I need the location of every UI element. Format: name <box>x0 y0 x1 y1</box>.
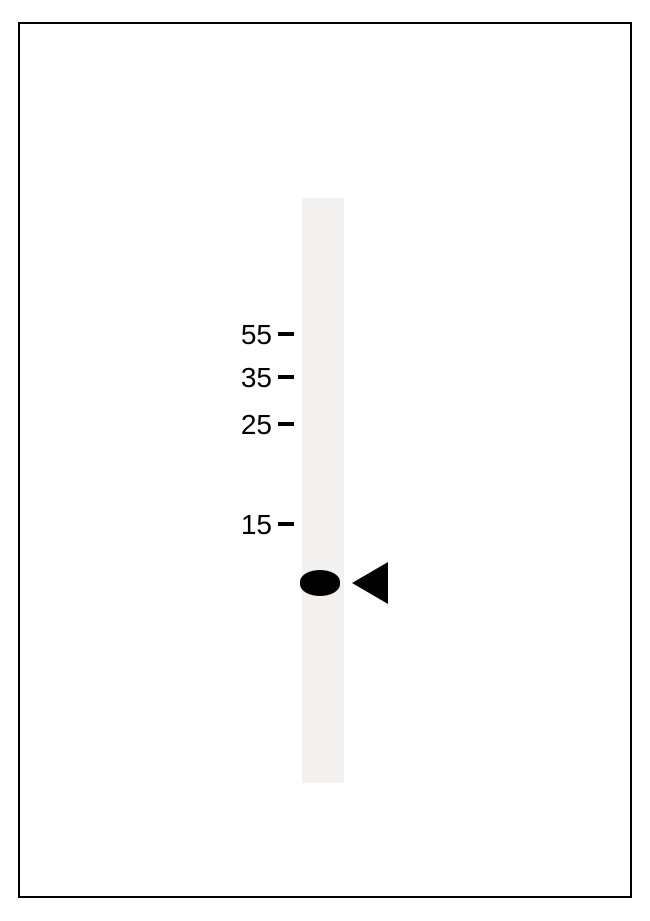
blot-lane <box>302 198 344 783</box>
mw-tick-35 <box>278 375 294 379</box>
mw-label-55: 55 <box>0 319 272 351</box>
mw-tick-15 <box>278 522 294 526</box>
mw-tick-55 <box>278 332 294 336</box>
mw-label-35: 35 <box>0 362 272 394</box>
mw-label-15: 15 <box>0 509 272 541</box>
mw-tick-25 <box>278 422 294 426</box>
protein-band <box>300 570 340 596</box>
band-pointer-arrow-icon <box>352 562 388 604</box>
mw-label-25: 25 <box>0 409 272 441</box>
